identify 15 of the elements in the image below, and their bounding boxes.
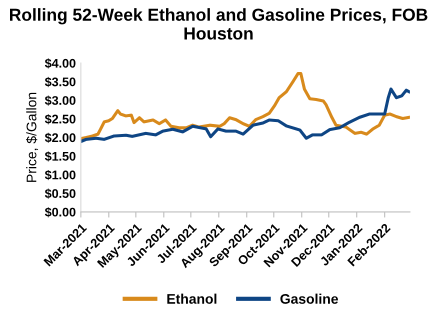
y-tick-label: $1.00 [44,170,76,180]
y-tick-label: $0.00 [44,207,76,218]
y-tick-label: $2.50 [44,114,76,124]
y-tick-label: $3.50 [44,76,76,88]
chart-title: Rolling 52-Week Ethanol and Gasoline Prices, FOB Houston [10,8,428,40]
y-tick-label: $2.00 [44,132,76,143]
legend-label: Ethanol [167,294,216,304]
y-tick-label: $4.00 [44,58,76,69]
y-axis-title: Price, $/Gallon [26,92,38,182]
line-series [80,88,410,144]
y-tick-label: $1.50 [44,151,76,162]
y-tick-label: $3.00 [44,96,76,106]
legend-label: Gasoline [280,294,338,304]
y-tick-label: $0.50 [44,188,76,199]
line-series [80,72,410,140]
